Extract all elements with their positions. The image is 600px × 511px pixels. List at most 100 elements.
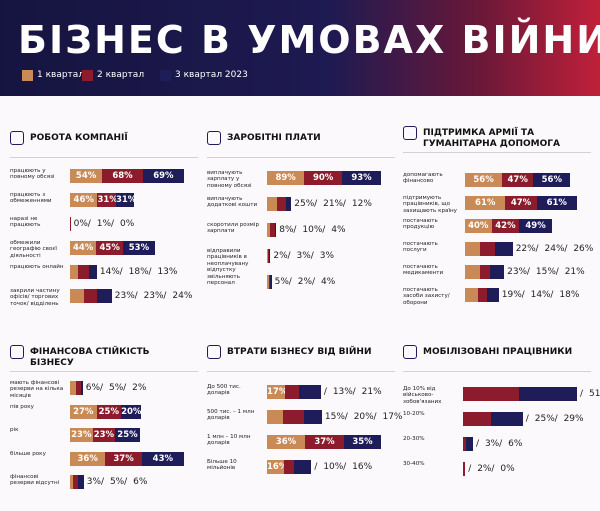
bar-segment (102, 169, 143, 183)
panel-icon (207, 345, 221, 359)
bar-segment (270, 223, 275, 237)
value-label: 0% (119, 219, 135, 229)
row-label: 30-40% (403, 461, 425, 467)
row-label: 1 млн – 10 млн доларів (207, 434, 251, 447)
bar-segment (505, 196, 537, 210)
value-label: 61% (475, 198, 496, 208)
value-label: 18% (559, 290, 580, 300)
value-label: 10% (302, 225, 323, 235)
value-label: 14% (530, 290, 551, 300)
separator: / (550, 290, 554, 300)
bar-segment (465, 288, 478, 302)
value-label: 17% (382, 412, 403, 422)
separator: / (564, 244, 568, 254)
row-label: допомагають фінансово (403, 172, 443, 185)
row-label: мають фінансові резерви на кілька місяці… (10, 380, 64, 399)
bar-segment (342, 171, 381, 185)
value-label: 90% (312, 173, 334, 183)
separator: / (124, 477, 128, 487)
value-label: 6% (133, 477, 148, 487)
bar-segment (96, 404, 122, 419)
panel-rule (10, 371, 198, 372)
value-label: 56% (541, 175, 562, 185)
row-label: відправили працівників в неоплачувану ві… (207, 248, 249, 274)
bar-segment (269, 275, 272, 289)
row-label: пів року (10, 403, 34, 410)
value-label: 20% (353, 412, 374, 422)
value-label: 68% (112, 171, 133, 181)
bar-segment (519, 387, 577, 401)
separator: / (323, 387, 327, 397)
row-label: постачають продукцію (403, 218, 438, 231)
separator: / (314, 199, 318, 209)
bar-segment (267, 385, 285, 399)
bar-segment (83, 289, 98, 303)
value-label: 89% (275, 173, 296, 183)
value-label: 37% (113, 453, 134, 464)
value-label: 6% (508, 439, 523, 449)
value-label: 3% (484, 439, 500, 449)
separator: / (310, 251, 314, 261)
row-label: більше року (10, 450, 46, 457)
row-label: закрили частину офісів/ торгових точок/ … (10, 288, 60, 307)
value-label: 8% (279, 225, 294, 235)
value-label: 15% (324, 412, 345, 422)
bar-segment (274, 223, 277, 237)
bar-segment (121, 404, 141, 419)
bar-segment (286, 197, 292, 211)
value-label: 0% (73, 219, 88, 229)
value-label: 53% (128, 243, 150, 253)
legend-label: 2 квартал (97, 70, 145, 80)
separator: / (123, 383, 127, 393)
separator: / (475, 439, 479, 449)
legend-swatch (82, 70, 93, 81)
bar-segment (70, 289, 84, 303)
bar-segment (495, 242, 513, 256)
panel-icon (403, 126, 417, 140)
row-label: 10-20% (403, 411, 425, 417)
value-label: 12% (351, 199, 372, 209)
bar-segment (267, 171, 305, 185)
row-label: працюють у повному обсязі (10, 168, 55, 181)
value-label: 40% (468, 221, 489, 231)
value-label: 4% (321, 277, 336, 287)
value-label: 17% (267, 387, 288, 397)
panel-icon (10, 131, 24, 145)
value-label: 21% (564, 267, 585, 277)
bar-segment (97, 289, 112, 303)
value-label: 5% (274, 277, 289, 287)
value-label: 44% (72, 243, 94, 253)
bar-segment (115, 193, 135, 207)
legend-swatch (22, 70, 33, 81)
value-label: 13% (332, 387, 353, 397)
bar-segment (479, 242, 496, 256)
bar-segment (298, 385, 321, 399)
bar-segment (92, 428, 116, 442)
row-label: 500 тис. – 1 млн доларів (207, 409, 255, 422)
bar-segment (490, 265, 505, 279)
value-label: 56% (473, 175, 494, 185)
row-label: обмежили географію своєї діяльності (10, 240, 57, 259)
bar-segment (463, 437, 467, 451)
bar-segment (463, 387, 520, 401)
bar-segment (480, 265, 491, 279)
value-label: 14% (99, 267, 120, 277)
value-label: 29% (563, 414, 584, 424)
bar-segment (267, 410, 283, 424)
bar-segment (267, 223, 271, 237)
row-label: звільняють персонал (207, 274, 240, 287)
value-label: 23% (114, 291, 135, 301)
value-label: 27% (73, 406, 94, 417)
value-label: 45% (99, 243, 120, 253)
row-label: фінансові резерви відсутні (10, 474, 60, 487)
value-label: 36% (275, 437, 297, 447)
separator: / (580, 389, 584, 399)
value-label: 22% (515, 244, 536, 254)
row-label: Більше 10 мільйонів (207, 459, 237, 472)
bar-segment (465, 173, 503, 187)
value-label: 23% (71, 430, 92, 440)
bar-segment (70, 241, 97, 255)
value-label: 23% (143, 291, 164, 301)
separator: / (293, 225, 297, 235)
bar-segment (267, 435, 305, 449)
